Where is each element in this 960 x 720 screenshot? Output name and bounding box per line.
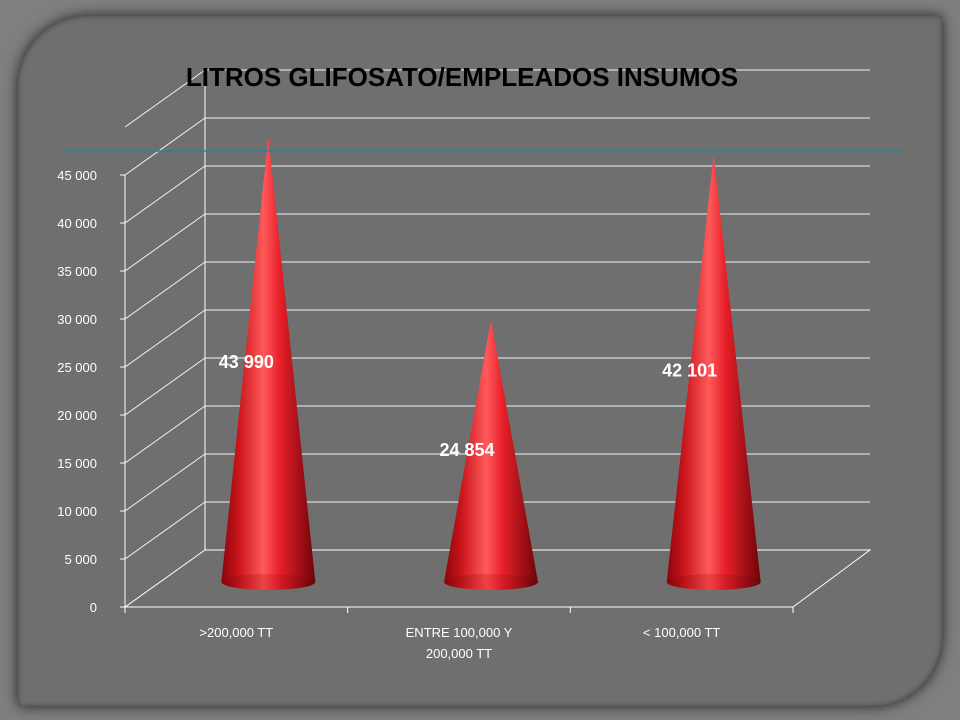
y-tick-label: 30 000 (57, 312, 97, 327)
y-tick-label: 15 000 (57, 456, 97, 471)
x-axis-category-labels: >200,000 TT ENTRE 100,000 Y 200,000 TT < 10… (199, 625, 720, 661)
gridline (124, 501, 870, 560)
data-label: 24 854 (439, 440, 494, 460)
chart-title: LITROS GLIFOSATO/EMPLEADOS INSUMOS (186, 62, 738, 92)
cone-body (221, 136, 316, 591)
cone-body (666, 154, 761, 591)
y-axis-tick-labels: 0 5 000 10 000 15 000 20 000 25 000 30 000 35 0… (57, 168, 97, 615)
cone-body (444, 319, 538, 590)
y-tick-label: 20 000 (57, 408, 97, 423)
x-category-label: >200,000 TT (199, 625, 273, 640)
y-tick-label: 25 000 (57, 360, 97, 375)
slide-background (18, 16, 942, 706)
gridline (124, 165, 870, 224)
y-tick-label: 5 000 (64, 552, 97, 567)
y-tick-label: 10 000 (57, 504, 97, 519)
cone-bar (444, 319, 538, 590)
gridline (124, 213, 870, 272)
cone-bar (666, 154, 761, 591)
cone-bars (221, 136, 761, 591)
y-tick-label: 40 000 (57, 216, 97, 231)
data-label: 42 101 (662, 361, 717, 381)
data-labels: 43 990 24 854 42 101 (219, 352, 717, 460)
gridlines (124, 69, 870, 560)
cone-bar (221, 136, 316, 591)
x-category-label: < 100,000 TT (643, 625, 721, 640)
cone-base (221, 574, 316, 590)
x-category-label: ENTRE 100,000 Y 200,000 TT (406, 625, 513, 661)
cone-base (666, 574, 761, 590)
gridline (124, 261, 870, 320)
cone-base (444, 574, 538, 590)
gridline (124, 69, 870, 128)
y-tick-label: 35 000 (57, 264, 97, 279)
gridline (124, 405, 870, 464)
data-label: 43 990 (219, 352, 274, 372)
gridline (124, 453, 870, 512)
gridline (124, 357, 870, 416)
gridline (124, 309, 870, 368)
y-tick-label: 0 (90, 600, 97, 615)
y-tick-label: 45 000 (57, 168, 97, 183)
axes (120, 70, 872, 613)
floor (124, 549, 872, 608)
gridline (124, 117, 870, 176)
